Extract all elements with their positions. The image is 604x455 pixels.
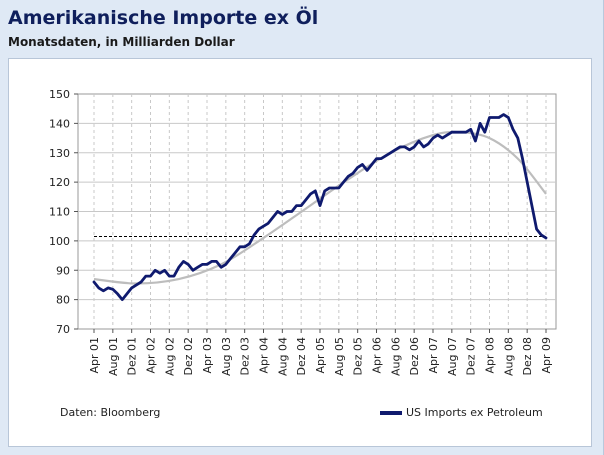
tick-labels: 70 80 90 100 110 120 130 140 150 Apr 01 Aug 01 Dez …	[49, 88, 553, 376]
x-tick-label: Apr 08	[484, 337, 497, 374]
x-tick-label: Aug 01	[107, 337, 120, 376]
x-tick-label: Dez 04	[295, 337, 308, 376]
chart-title: Amerikanische Importe ex Öl	[8, 7, 319, 29]
x-tick-label: Aug 04	[276, 337, 289, 376]
legend-swatch	[380, 410, 402, 415]
x-tick-label: Dez 06	[408, 337, 421, 376]
x-tick-label: Aug 05	[333, 337, 346, 376]
x-tick-label: Apr 01	[88, 337, 101, 374]
x-tick-label: Dez 08	[521, 337, 534, 376]
y-tick-label: 100	[49, 235, 70, 248]
x-tick-label: Dez 05	[352, 337, 365, 376]
y-tick-label: 150	[49, 88, 70, 101]
trend-line	[93, 130, 547, 285]
x-tick-label: Apr 09	[540, 337, 553, 374]
x-tick-label: Aug 07	[446, 337, 459, 376]
y-tick-label: 70	[56, 323, 70, 336]
x-tick-label: Aug 03	[220, 337, 233, 376]
series-layer	[92, 113, 548, 301]
x-tick-label: Aug 02	[163, 337, 176, 376]
x-tick-label: Apr 02	[145, 337, 158, 374]
series-line-us-imports	[92, 113, 548, 301]
x-tick-label: Dez 07	[465, 337, 478, 376]
x-tick-label: Dez 03	[239, 337, 252, 376]
legend-label: US Imports ex Petroleum	[406, 406, 543, 419]
x-tick-label: Apr 05	[314, 337, 327, 374]
x-tick-label: Dez 02	[182, 337, 195, 376]
x-tick-label: Apr 06	[371, 337, 384, 374]
source-note: Daten: Bloomberg	[60, 406, 161, 419]
y-tick-label: 110	[49, 206, 70, 219]
x-tick-label: Dez 01	[126, 337, 139, 376]
y-tick-label: 120	[49, 176, 70, 189]
chart-subtitle: Monatsdaten, in Milliarden Dollar	[8, 35, 235, 49]
x-tick-label: Apr 03	[201, 337, 214, 374]
y-tick-label: 140	[49, 117, 70, 130]
axes	[74, 93, 547, 333]
legend: US Imports ex Petroleum	[380, 406, 543, 419]
y-tick-label: 90	[56, 264, 70, 277]
y-tick-label: 130	[49, 147, 70, 160]
x-tick-label: Apr 04	[258, 337, 271, 374]
y-tick-label: 80	[56, 294, 70, 307]
x-tick-label: Apr 07	[427, 337, 440, 374]
x-tick-label: Aug 08	[502, 337, 515, 376]
x-tick-label: Aug 06	[389, 337, 402, 376]
